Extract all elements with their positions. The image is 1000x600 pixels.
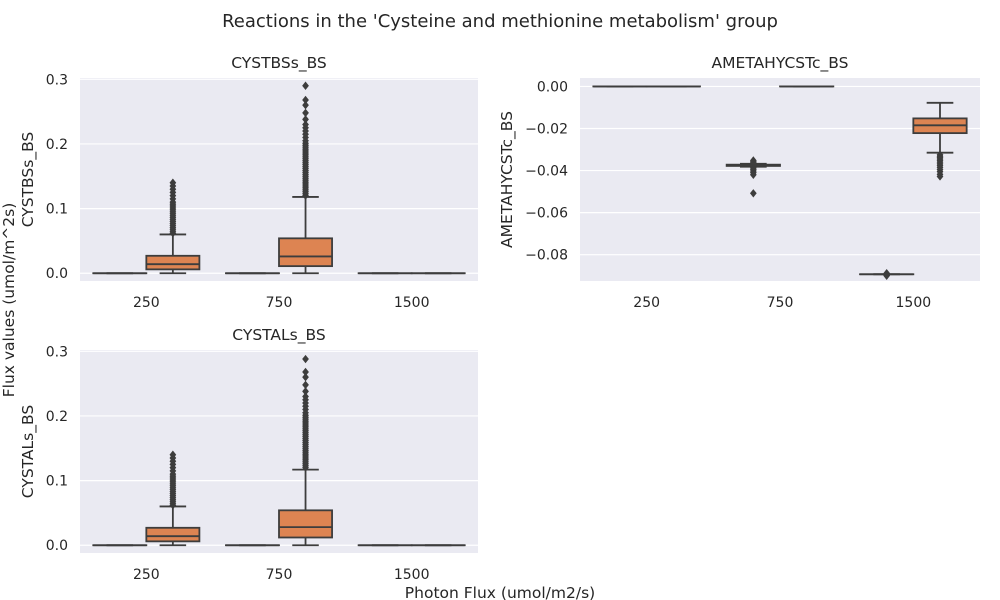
x-tick-label: 250	[133, 295, 160, 311]
y-tick-label: 0.3	[46, 72, 68, 88]
subplot-title: AMETAHYCSTc_BS	[712, 54, 849, 73]
box-iqr	[278, 509, 333, 539]
subplot-y-label: CYSTALs_BS	[19, 405, 38, 498]
box-750-1	[278, 81, 333, 275]
box-iqr	[145, 254, 201, 271]
subplot-cystals-bs: 0.0 0.1 0.2 0.3 250 750 1500 CYSTALs_BS CYSTALs_…	[19, 326, 478, 583]
y-tick-label: 0.2	[46, 409, 68, 425]
outlier-point	[302, 81, 309, 90]
outlier-point	[749, 158, 757, 167]
y-tick-label: 0.0	[46, 266, 68, 282]
subplot-title: CYSTBSs_BS	[231, 54, 327, 73]
box-iqr	[145, 526, 201, 543]
y-tick-label: −0.06	[525, 206, 568, 222]
subplot-cystbss-bs: 0.0 0.1 0.2 0.3 250 750 1500 CYSTBSs_BS CYSTBSs_…	[19, 54, 478, 311]
box-750-1	[278, 354, 333, 547]
x-tick-label: 750	[266, 295, 293, 311]
x-tick-label: 1500	[394, 295, 430, 311]
x-tick-label: 1500	[896, 295, 932, 311]
y-tick-label: −0.02	[525, 121, 568, 137]
x-axis-label: Photon Flux (umol/m2/s)	[405, 584, 595, 600]
subplot-title: CYSTALs_BS	[232, 326, 325, 345]
outlier-point	[749, 170, 757, 179]
y-axis-label: Flux values (umol/m^2s)	[0, 203, 18, 398]
subplot-ametahycstc-bs: 0.00 −0.02 −0.04 −0.06 −0.08 250 750 1500 AMETAH…	[498, 54, 980, 311]
box-1500-1	[912, 101, 968, 181]
outlier-point	[883, 271, 891, 280]
y-tick-label: 0.00	[537, 79, 568, 95]
outlier-point	[302, 380, 309, 390]
outlier-point	[169, 450, 177, 459]
box-750-0	[725, 156, 781, 198]
figure-title: Reactions in the 'Cysteine and methionin…	[222, 11, 778, 32]
outlier-point	[302, 354, 309, 364]
outlier-point	[302, 367, 309, 377]
outlier-point	[302, 108, 309, 118]
x-tick-label: 1500	[394, 567, 430, 583]
outlier-point	[302, 392, 309, 401]
y-tick-label: 0.0	[46, 538, 68, 554]
outlier-point	[302, 120, 309, 129]
outlier-point	[302, 387, 309, 396]
box-250-1	[145, 450, 201, 547]
outlier-point	[302, 372, 309, 382]
subplot-y-label: CYSTBSs_BS	[19, 132, 38, 228]
y-tick-label: −0.08	[525, 248, 568, 264]
y-tick-label: 0.2	[46, 137, 68, 153]
outlier-point	[302, 95, 309, 105]
y-tick-label: 0.1	[46, 202, 68, 218]
x-tick-label: 250	[133, 567, 160, 583]
box-250-1	[145, 178, 201, 275]
outlier-point	[749, 189, 757, 198]
y-tick-label: −0.04	[525, 164, 568, 180]
outlier-point	[169, 178, 177, 187]
y-tick-label: 0.1	[46, 474, 68, 490]
outlier-point	[302, 115, 309, 124]
outlier-point	[936, 172, 944, 181]
x-tick-label: 750	[266, 567, 293, 583]
box-iqr	[278, 237, 333, 268]
plot-area	[580, 78, 980, 281]
outlier-point	[302, 100, 309, 110]
y-tick-label: 0.3	[46, 344, 68, 360]
subplot-y-label: AMETAHYCSTc_BS	[498, 111, 517, 248]
x-tick-label: 750	[767, 295, 794, 311]
x-tick-label: 250	[633, 295, 660, 311]
box-1500-0	[859, 269, 915, 280]
